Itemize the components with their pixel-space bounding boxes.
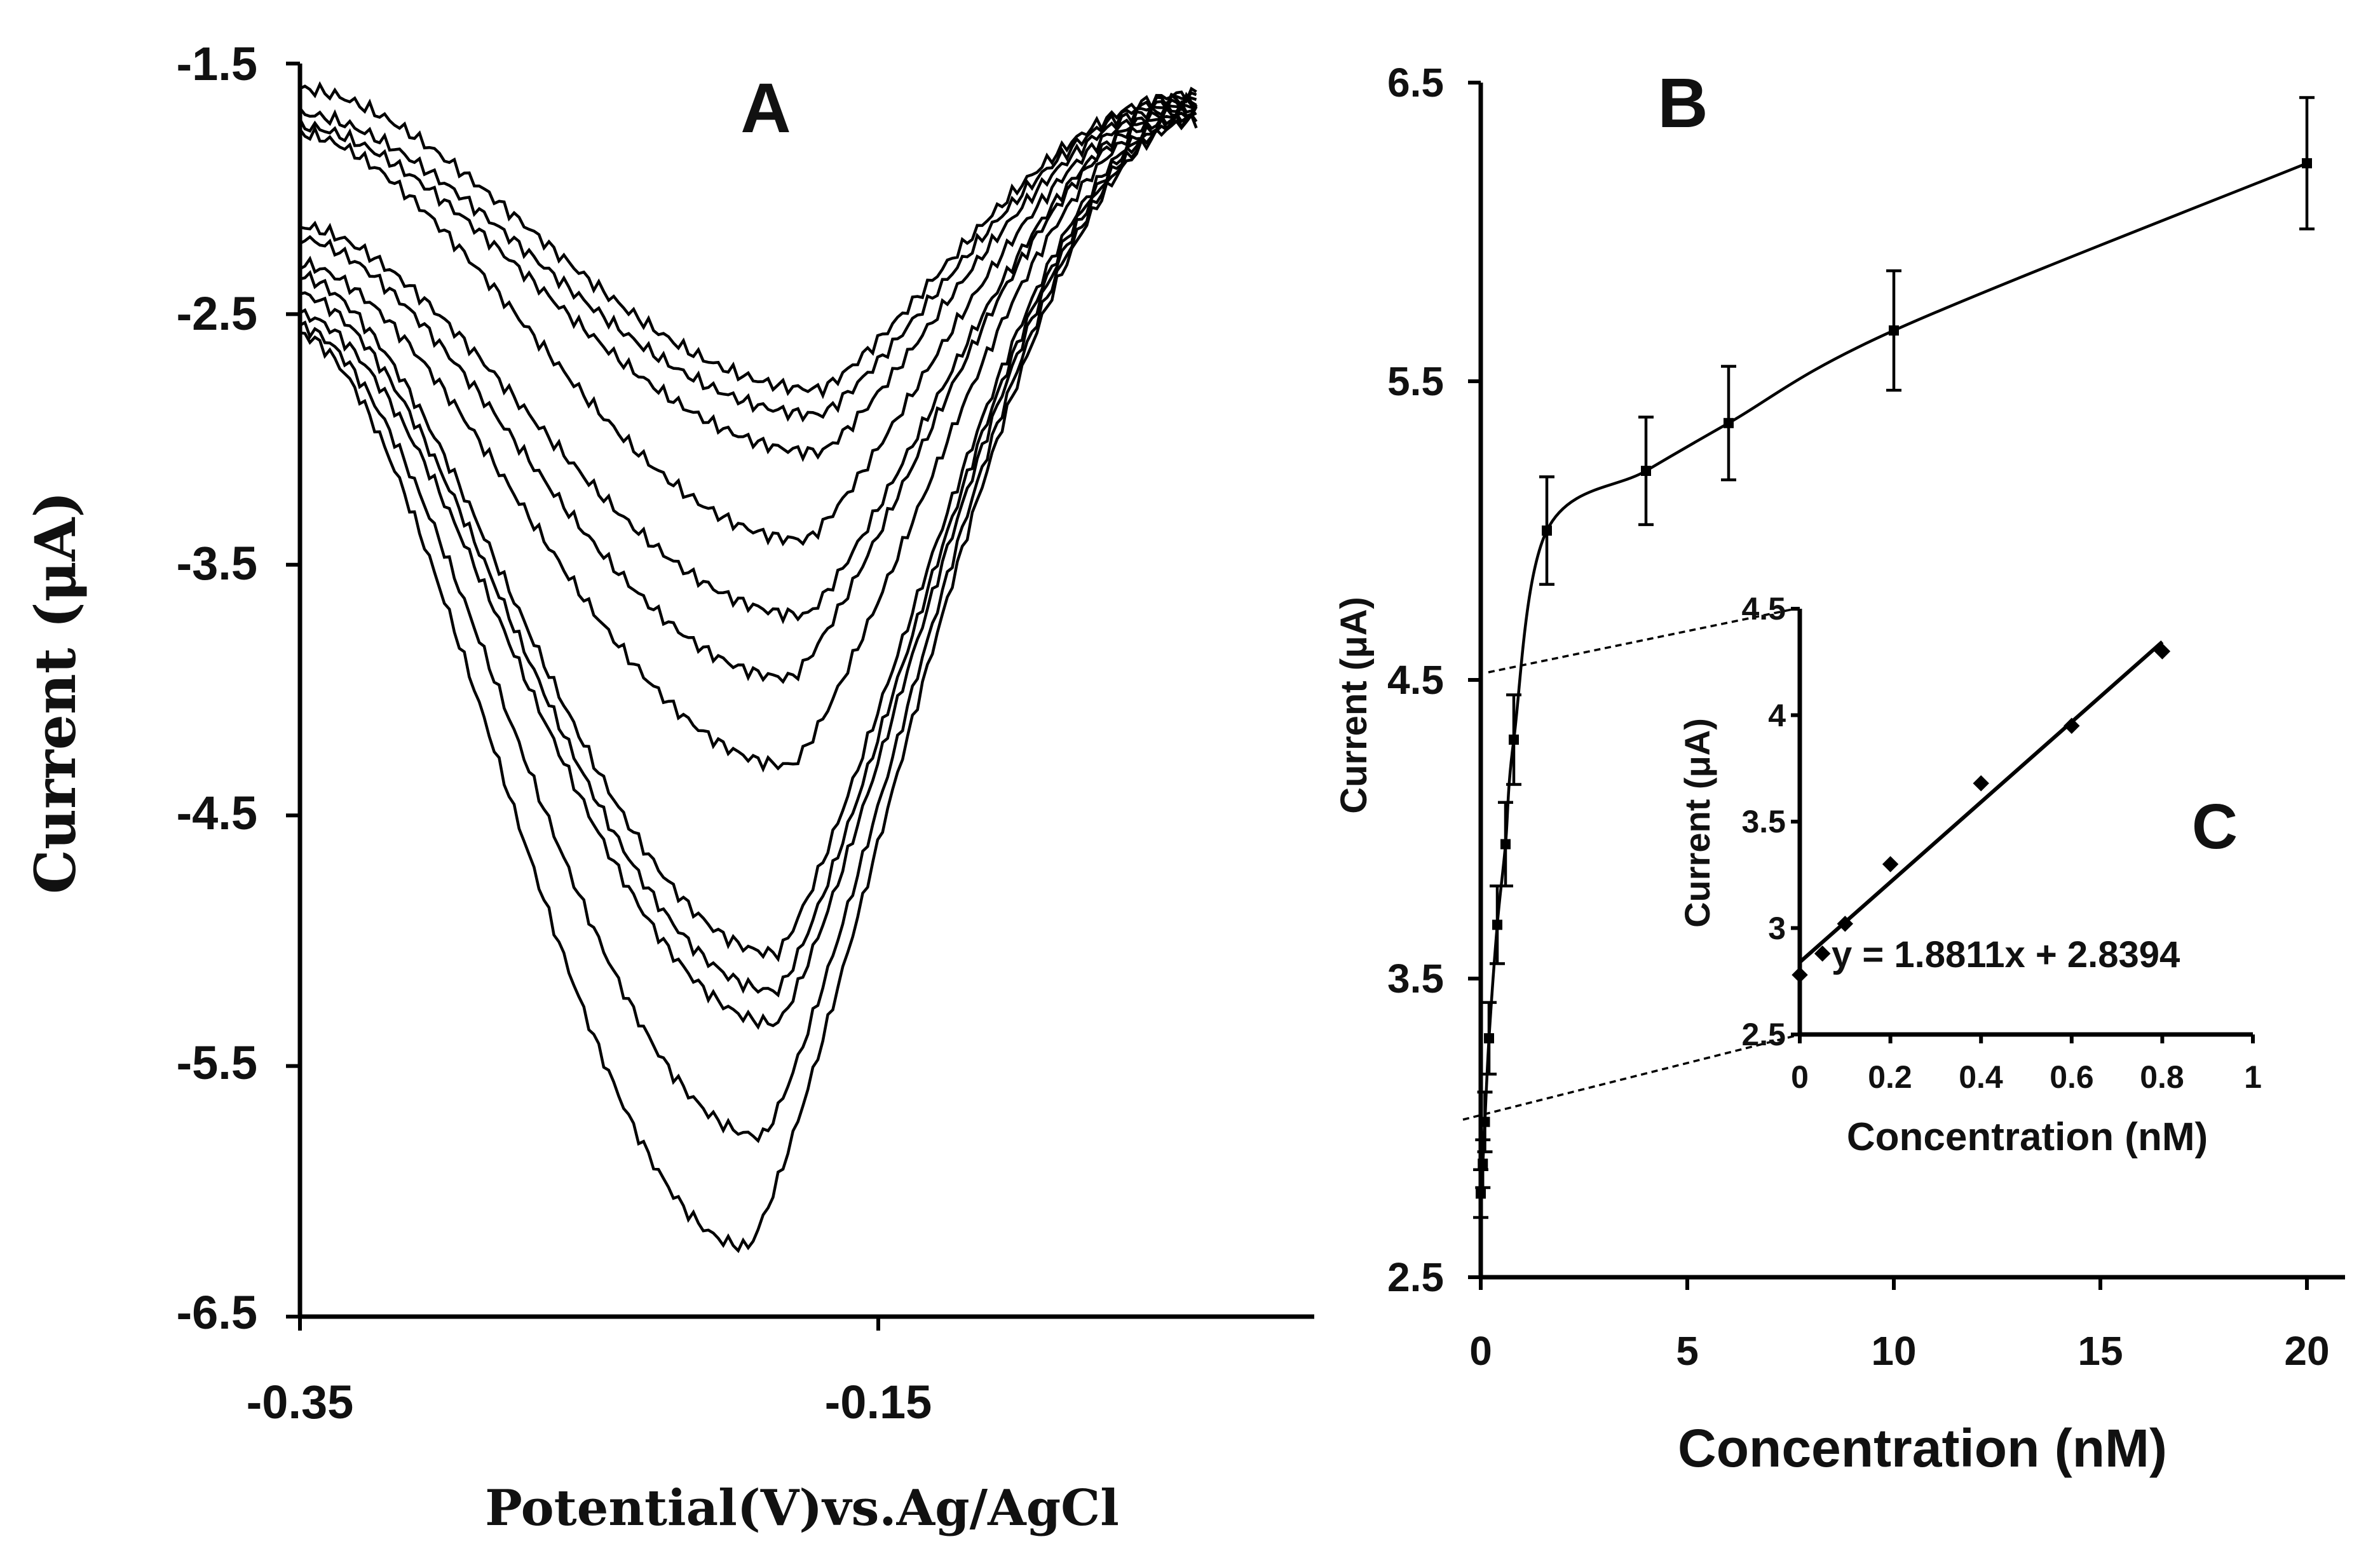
panel-c-x-axis-label: Concentration (nM) — [1847, 1115, 2208, 1159]
panel-a-y-tick-label: -4.5 — [176, 787, 257, 839]
panel-c-x-tick-labels: 0 0.2 0.4 0.6 0.8 1 — [1791, 1059, 2262, 1095]
panel-b-ticks — [1468, 81, 2309, 1290]
panel-a-voltammogram-curve — [299, 105, 1198, 998]
panel-a-label: A — [740, 69, 791, 147]
panel-b-x-tick-label: 10 — [1871, 1328, 1916, 1374]
panel-b-y-tick-labels: 2.5 3.5 4.5 5.5 6.5 — [1387, 60, 1444, 1300]
panel-b-data-point — [1542, 526, 1552, 536]
panel-a-voltammogram-curve — [299, 100, 1197, 684]
panel-a-x-tick-labels: -0.35 -0.15 — [247, 1376, 932, 1428]
panel-b-y-tick-label: 3.5 — [1387, 956, 1444, 1001]
panel-a-voltammogram-curve — [299, 91, 1197, 423]
panel-c-ticks — [1791, 607, 2255, 1043]
panel-a-voltammogram-curve — [299, 81, 1197, 400]
panel-b-x-tick-labels: 0 5 10 15 20 — [1469, 1328, 2329, 1374]
panel-c-x-tick-label: 0.6 — [2050, 1059, 2094, 1095]
panel-c-label: C — [2192, 791, 2238, 862]
panel-b-x-axis-label: Concentration (nM) — [1678, 1418, 2167, 1478]
panel-a-ticks — [286, 62, 880, 1331]
panel-a-y-tick-label: -5.5 — [176, 1036, 257, 1089]
panel-b-data-point — [1724, 417, 1734, 428]
panel-a-voltammogram-curve — [299, 112, 1198, 1254]
panel-a-y-tick-label: -1.5 — [176, 37, 257, 90]
zoom-connector-lower — [1462, 1034, 1796, 1121]
panel-c-fit-line — [1799, 640, 2164, 964]
panel-b-y-tick-label: 2.5 — [1387, 1254, 1444, 1300]
panel-b-series — [1473, 96, 2315, 1219]
panel-b-x-tick-label: 20 — [2284, 1328, 2329, 1374]
panel-c-y-tick-label: 4 — [1768, 698, 1786, 733]
panel-b-y-axis-label: Current (μA) — [1333, 597, 1375, 814]
panel-b-data-point — [1492, 919, 1502, 930]
panel-b-y-tick-label: 6.5 — [1387, 60, 1444, 105]
panel-a-voltammogram-curve — [299, 111, 1198, 1144]
panel-b-y-tick-label: 4.5 — [1387, 657, 1444, 703]
panel-b-data-point — [1889, 325, 1899, 336]
panel-a-voltammogram-curve — [299, 102, 1198, 963]
panel-b-data-point — [1500, 839, 1511, 850]
panel-a-y-tick-labels: -1.5 -2.5 -3.5 -4.5 -5.5 -6.5 — [176, 37, 257, 1339]
panel-b-x-tick-label: 0 — [1469, 1328, 1492, 1374]
panel-b-x-tick-label: 5 — [1676, 1328, 1699, 1374]
panel-a-voltammogram-curve — [299, 111, 1197, 1030]
panel-b-y-tick-label: 5.5 — [1387, 358, 1444, 404]
panel-b-data-point — [1479, 1116, 1490, 1127]
panel-b-x-tick-label: 15 — [2077, 1328, 2123, 1374]
panel-c-x-tick-label: 0.4 — [1959, 1059, 2003, 1095]
panel-b-label: B — [1657, 64, 1708, 142]
panel-b-calibration-line — [1479, 161, 2308, 1194]
panel-b: 2.5 3.5 4.5 5.5 6.5 0 5 10 15 20 B Curre… — [1333, 60, 2345, 1478]
panel-a-x-axis-label: Potential(V)vs.Ag/AgCl — [485, 1479, 1119, 1537]
panel-a: -1.5 -2.5 -3.5 -4.5 -5.5 -6.5 -0.35 -0.1… — [22, 37, 1314, 1537]
panel-c-y-tick-label: 2.5 — [1741, 1017, 1786, 1052]
panel-a-y-axis-label: Current (μA) — [22, 491, 88, 894]
panel-c-fit-equation: y = 1.8811x + 2.8394 — [1832, 934, 2180, 975]
panel-c-x-tick-label: 1 — [2244, 1059, 2262, 1095]
panel-c-y-tick-label: 3.5 — [1741, 804, 1786, 839]
panel-a-y-tick-label: -3.5 — [176, 537, 257, 590]
panel-b-data-point — [1476, 1188, 1486, 1199]
panel-b-data-point — [2302, 158, 2312, 168]
panel-a-x-tick-label: -0.15 — [825, 1376, 932, 1428]
panel-a-voltammogram-curve — [299, 99, 1197, 773]
panel-b-data-point — [1641, 466, 1651, 476]
panel-c-x-tick-label: 0.2 — [1868, 1059, 1912, 1095]
panel-b-data-point — [1509, 735, 1519, 745]
panel-a-curves — [298, 81, 1198, 1254]
panel-a-y-tick-label: -6.5 — [176, 1286, 257, 1339]
panel-c-y-tick-label: 4.5 — [1741, 591, 1786, 627]
panel-c-y-tick-labels: 2.5 3 3.5 4 4.5 — [1741, 591, 1786, 1052]
panel-c-x-tick-label: 0 — [1791, 1059, 1809, 1095]
panel-a-x-tick-label: -0.35 — [247, 1376, 354, 1428]
panel-b-data-point — [1484, 1033, 1494, 1043]
panel-b-data-point — [1478, 1158, 1488, 1169]
panel-a-voltammogram-curve — [299, 92, 1197, 546]
panel-c-y-axis-label: Current (μA) — [1677, 718, 1717, 928]
panel-a-y-tick-label: -2.5 — [176, 287, 257, 340]
panel-c-x-tick-label: 0.8 — [2140, 1059, 2184, 1095]
panel-a-voltammogram-curve — [298, 93, 1197, 463]
panel-c-y-tick-label: 3 — [1768, 911, 1786, 946]
zoom-connector-upper — [1488, 607, 1796, 674]
